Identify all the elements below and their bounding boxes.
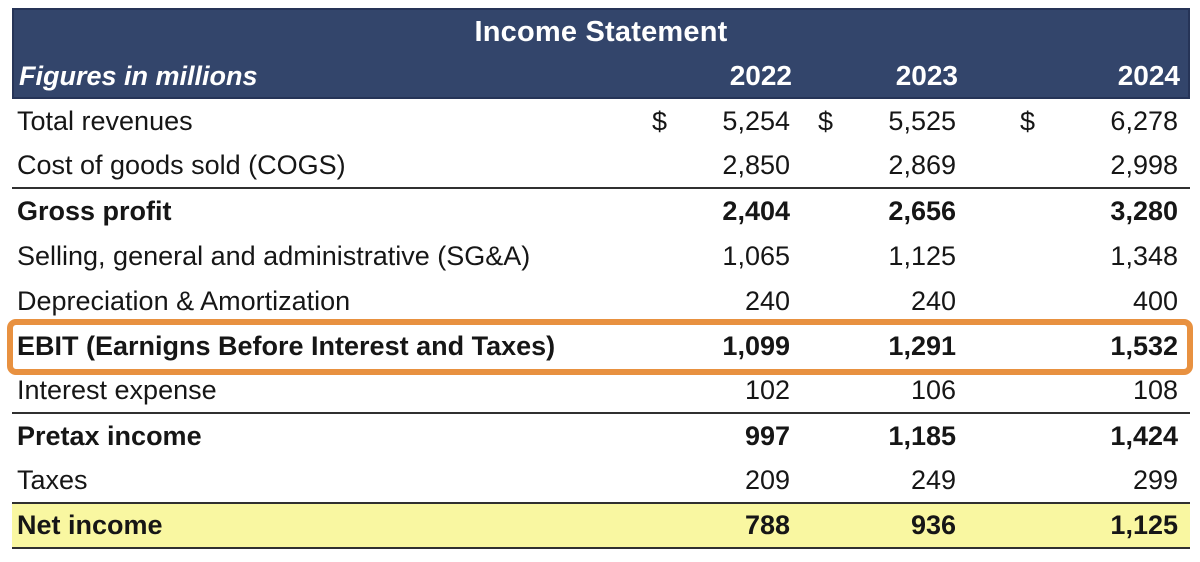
value-2022: 788	[744, 510, 790, 540]
value-2023: 1,125	[888, 241, 956, 271]
value-2023: 240	[910, 286, 956, 316]
value-2023: 106	[910, 375, 956, 405]
value-2022: $5,254	[652, 106, 790, 136]
value-2024: 2,998	[1110, 150, 1178, 180]
year-header-2024: 2024	[1117, 60, 1180, 91]
value-2023: 2,656	[888, 196, 956, 226]
row-label: Selling, general and administrative (SG&…	[17, 241, 531, 271]
column-header-row: Figures in millions 2022 2023 2024	[14, 55, 1188, 97]
row-gross-profit: Gross profit 2,404 2,656 3,280	[12, 189, 1190, 234]
value-2023: 1,185	[888, 421, 956, 451]
value-2022: 240	[744, 286, 790, 316]
value-2022: 2,850	[722, 150, 790, 180]
value-2024: $6,278	[1020, 106, 1178, 136]
value-2023: 2,869	[888, 150, 956, 180]
row-label: EBIT (Earnigns Before Interest and Taxes…	[17, 331, 556, 361]
row-label: Cost of goods sold (COGS)	[17, 150, 346, 180]
value-2022: 1,065	[722, 241, 790, 271]
row-label: Net income	[17, 510, 163, 540]
value-2024: 1,532	[1110, 331, 1178, 361]
row-interest-expense: Interest expense 102 106 108	[12, 369, 1190, 414]
row-total-revenues: Total revenues $5,254 $5,525 $6,278	[12, 99, 1190, 144]
value-2022: 997	[744, 421, 790, 451]
row-sgna: Selling, general and administrative (SG&…	[12, 234, 1190, 279]
value-2023: 936	[910, 510, 956, 540]
value-2024: 3,280	[1110, 196, 1178, 226]
year-header-2023: 2023	[895, 60, 958, 91]
income-statement-table: Income Statement Figures in millions 202…	[7, 8, 1193, 549]
row-pretax-income: Pretax income 997 1,185 1,424	[12, 414, 1190, 459]
row-cogs: Cost of goods sold (COGS) 2,850 2,869 2,…	[12, 144, 1190, 189]
units-note: Figures in millions	[19, 60, 258, 91]
row-label: Taxes	[17, 465, 88, 495]
value-2022: 2,404	[722, 196, 790, 226]
value-2024: 1,348	[1110, 241, 1178, 271]
value-2023: 1,291	[888, 331, 956, 361]
row-label: Gross profit	[17, 196, 172, 226]
value-2024: 299	[1132, 465, 1178, 495]
value-2022: 102	[744, 375, 790, 405]
value-2024: 108	[1132, 375, 1178, 405]
row-label: Pretax income	[17, 421, 202, 451]
value-2023: 249	[910, 465, 956, 495]
value-2023: $5,525	[818, 106, 956, 136]
table-title: Income Statement	[474, 16, 728, 48]
value-2022: 209	[744, 465, 790, 495]
row-net-income: Net income 788 936 1,125	[12, 504, 1190, 549]
dollar-sign: $	[1020, 106, 1036, 136]
table-header: Income Statement Figures in millions 202…	[12, 8, 1190, 99]
value-2022: 1,099	[722, 331, 790, 361]
dollar-sign: $	[818, 106, 834, 136]
row-label: Interest expense	[17, 375, 217, 405]
row-label: Depreciation & Amortization	[17, 286, 351, 316]
row-label: Total revenues	[17, 106, 193, 136]
row-depreciation-amortization: Depreciation & Amortization 240 240 400	[12, 279, 1190, 324]
value-2024: 1,424	[1110, 421, 1178, 451]
row-ebit: EBIT (Earnigns Before Interest and Taxes…	[7, 319, 1193, 375]
row-taxes: Taxes 209 249 299	[12, 459, 1190, 504]
dollar-sign: $	[652, 106, 668, 136]
value-2024: 400	[1132, 286, 1178, 316]
value-2024: 1,125	[1110, 510, 1178, 540]
year-header-2022: 2022	[729, 60, 792, 91]
